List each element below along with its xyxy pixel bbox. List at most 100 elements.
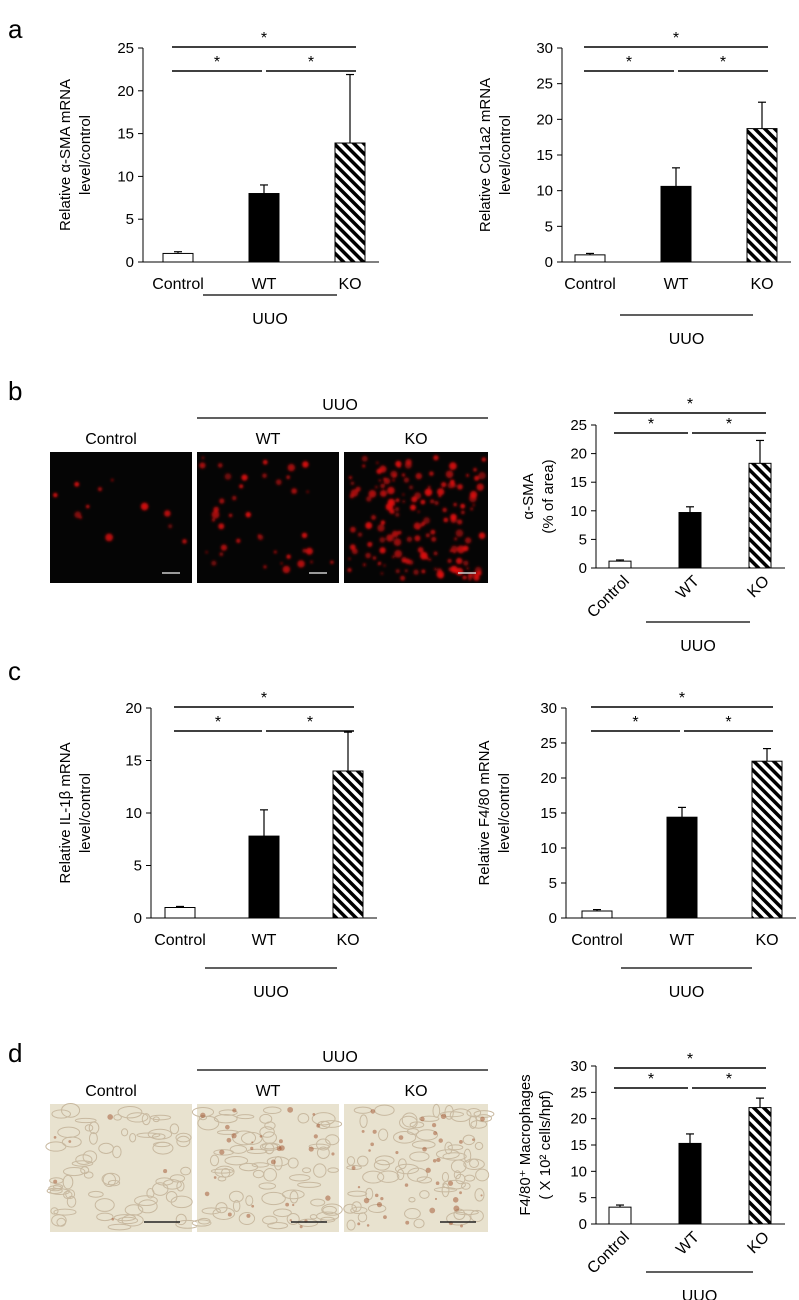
category-label: Control — [571, 932, 623, 949]
y-axis-label: Relative α-SMA mRNA — [57, 79, 74, 231]
y-tick-label: 20 — [125, 700, 142, 717]
group-label: UUO — [669, 331, 705, 348]
y-tick-label: 0 — [126, 254, 134, 271]
micrographs-layer: UUO Control WT KO UUO Control WT KO — [45, 397, 495, 1232]
y-tick-label: 30 — [540, 700, 557, 717]
category-label: KO — [744, 1229, 772, 1257]
category-label: Control — [564, 276, 616, 293]
y-tick-label: 20 — [540, 770, 557, 787]
micrograph-label: WT — [256, 1083, 281, 1100]
y-tick-label: 10 — [570, 1163, 587, 1180]
significance-marker: * — [725, 714, 731, 731]
y-axis-label: level/control — [77, 115, 94, 195]
group-label: UUO — [253, 984, 289, 1001]
significance-marker: * — [261, 690, 267, 707]
y-axis-label: Relative IL-1β mRNA — [57, 742, 74, 883]
micrograph-label: WT — [256, 431, 281, 448]
significance-marker: * — [687, 396, 693, 413]
y-tick-label: 20 — [536, 111, 553, 128]
panel-letter-c: c — [8, 656, 21, 686]
micrograph-ko — [343, 1103, 495, 1232]
y-tick-label: 0 — [579, 560, 587, 577]
significance-marker: * — [214, 54, 220, 71]
y-axis-label: level/control — [77, 773, 94, 853]
significance-marker: * — [726, 416, 732, 433]
y-tick-label: 25 — [570, 417, 587, 434]
panel-letter-d: d — [8, 1038, 22, 1068]
y-tick-label: 15 — [570, 474, 587, 491]
y-tick-label: 5 — [126, 211, 134, 228]
micrograph-background — [50, 452, 192, 583]
y-tick-label: 5 — [579, 531, 587, 548]
panel-letter-b: b — [8, 376, 22, 406]
micrograph-label: Control — [85, 431, 137, 448]
significance-marker: * — [687, 1051, 693, 1068]
category-label: Control — [584, 573, 632, 621]
micrograph-label: KO — [404, 431, 427, 448]
micrograph-label: Control — [85, 1083, 137, 1100]
y-tick-label: 25 — [117, 40, 134, 57]
y-tick-label: 15 — [117, 126, 134, 143]
y-tick-label: 15 — [570, 1137, 587, 1154]
chart-d-right: 0 5 10 15 20 25 30 F4/80⁺ Macrophages( X 10² ce… — [517, 1051, 785, 1300]
bar-wt — [666, 816, 698, 919]
bar-wt — [248, 193, 280, 263]
chart-c-right: 0 5 10 15 20 25 30 Relative F4/80 mRNA level/con… — [476, 690, 796, 1001]
y-axis-label: level/control — [497, 115, 514, 195]
micrograph-strip-d: UUO Control WT KO — [45, 1049, 495, 1232]
y-tick-label: 20 — [570, 1111, 587, 1128]
category-label: WT — [252, 932, 277, 949]
y-tick-label: 5 — [545, 218, 553, 235]
category-label: KO — [750, 276, 773, 293]
micrograph-ko — [344, 452, 488, 583]
y-tick-label: 0 — [545, 254, 553, 271]
bar-control — [608, 1206, 632, 1225]
y-axis-label: level/control — [496, 773, 513, 853]
micrograph-background — [197, 452, 339, 583]
y-tick-label: 25 — [536, 76, 553, 93]
bar-control — [608, 560, 632, 569]
y-tick-label: 10 — [570, 503, 587, 520]
y-tick-label: 10 — [117, 168, 134, 185]
y-tick-label: 15 — [536, 147, 553, 164]
y-tick-label: 15 — [540, 805, 557, 822]
category-label: Control — [152, 276, 204, 293]
y-axis-label: ( X 10² cells/hpf) — [537, 1090, 554, 1199]
micrograph-background — [344, 452, 488, 583]
group-label: UUO — [680, 638, 716, 655]
bar-ko — [751, 760, 783, 919]
category-label: WT — [670, 932, 695, 949]
bar-ko — [332, 770, 364, 919]
micrograph-wt — [197, 452, 339, 583]
micrograph-control — [50, 452, 192, 583]
significance-marker: * — [673, 30, 679, 47]
category-label: WT — [252, 276, 277, 293]
chart-c-left: 0 5 10 15 20 Relative IL-1β mRNA level/control… — [57, 690, 377, 1001]
bar-control — [164, 907, 196, 919]
category-label: Control — [154, 932, 206, 949]
y-axis-label: (% of area) — [540, 459, 557, 533]
group-label: UUO — [682, 1288, 718, 1300]
category-label: KO — [336, 932, 359, 949]
y-tick-label: 15 — [125, 753, 142, 770]
category-label: WT — [664, 276, 689, 293]
significance-marker: * — [720, 54, 726, 71]
bar-wt — [660, 185, 692, 263]
y-axis-label: α-SMA — [520, 473, 537, 519]
y-tick-label: 10 — [536, 183, 553, 200]
group-label: UUO — [322, 1049, 358, 1066]
bar-wt — [678, 1142, 702, 1225]
micrograph-strip-b: UUO Control WT KO — [50, 397, 488, 583]
group-label: UUO — [252, 311, 288, 328]
y-tick-label: 25 — [570, 1084, 587, 1101]
significance-marker: * — [726, 1071, 732, 1088]
micrograph-control — [45, 1103, 200, 1232]
bar-ko — [746, 128, 778, 263]
significance-marker: * — [308, 54, 314, 71]
significance-marker: * — [307, 714, 313, 731]
bar-wt — [248, 835, 280, 919]
significance-marker: * — [626, 54, 632, 71]
bar-ko — [748, 462, 772, 569]
category-label: KO — [338, 276, 361, 293]
significance-marker: * — [215, 714, 221, 731]
